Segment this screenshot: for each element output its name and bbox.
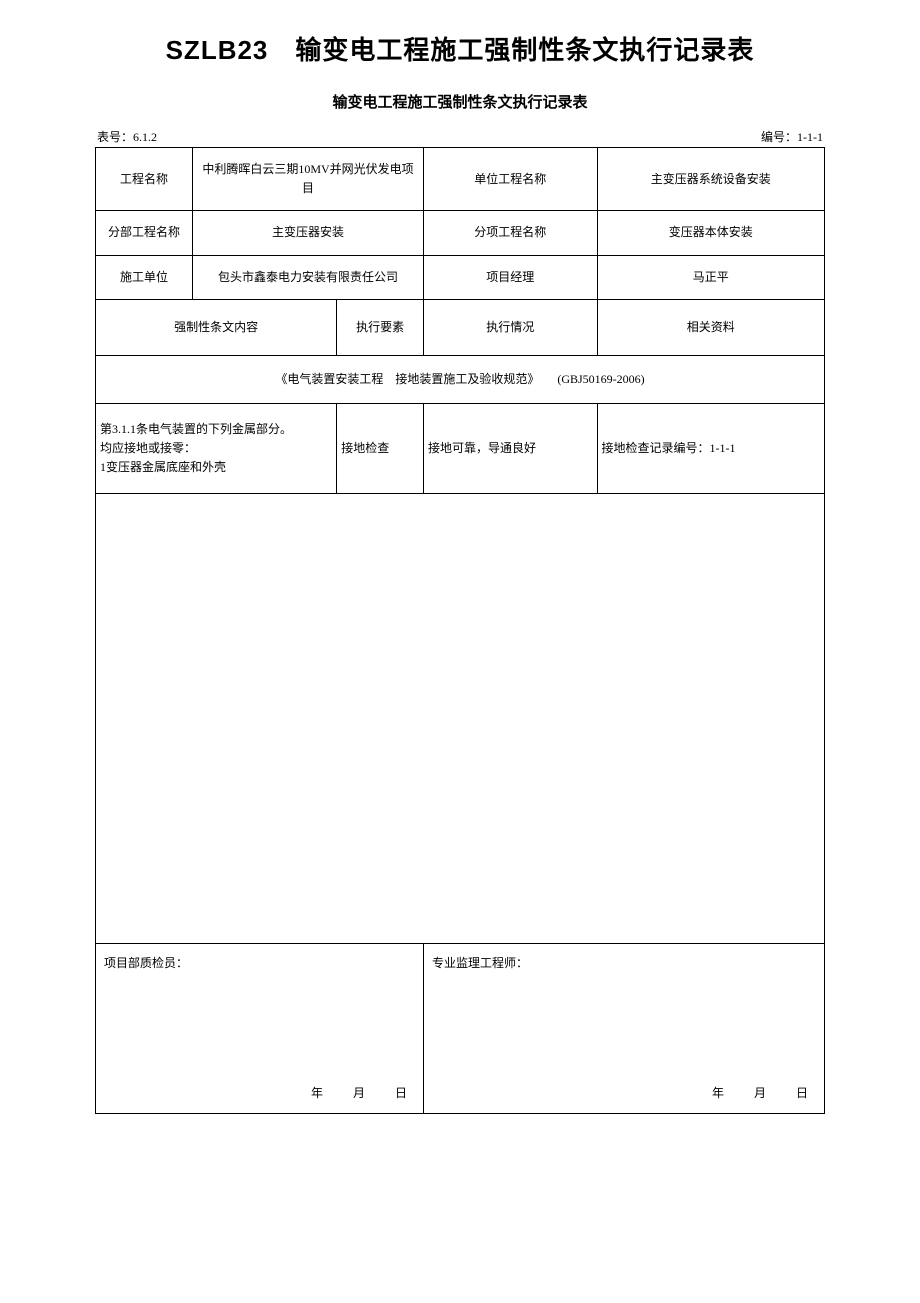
table-no: 表号：6.1.2 bbox=[97, 128, 157, 145]
main-title: SZLB23 输变电工程施工强制性条文执行记录表 bbox=[95, 30, 825, 67]
header-material: 相关资料 bbox=[597, 299, 824, 355]
section-project-value: 主变压器安装 bbox=[192, 211, 423, 255]
unit-project-label: 单位工程名称 bbox=[424, 148, 598, 211]
detail-material: 接地检查记录编号：1-1-1 bbox=[597, 404, 824, 494]
engineer-date: 年 月 日 bbox=[712, 1084, 810, 1103]
info-row-3: 施工单位 包头市鑫泰电力安装有限责任公司 项目经理 马正平 bbox=[96, 255, 825, 299]
spec-row: 《电气装置安装工程 接地装置施工及验收规范》 (GBJ50169-2006) bbox=[96, 355, 825, 403]
info-row-1: 工程名称 中利腾晖白云三期10MV并网光伏发电项目 单位工程名称 主变压器系统设… bbox=[96, 148, 825, 211]
sub-title: 输变电工程施工强制性条文执行记录表 bbox=[95, 91, 825, 112]
engineer-label: 专业监理工程师： bbox=[432, 956, 528, 970]
detail-content: 第3.1.1条电气装置的下列金属部分。 均应接地或接零： 1变压器金属底座和外壳 bbox=[96, 404, 337, 494]
inspector-label: 项目部质检员： bbox=[104, 956, 188, 970]
project-manager-label: 项目经理 bbox=[424, 255, 598, 299]
engineer-cell: 专业监理工程师： 年 月 日 bbox=[424, 944, 825, 1114]
header-status: 执行情况 bbox=[424, 299, 598, 355]
inspector-date: 年 月 日 bbox=[311, 1084, 409, 1103]
serial-value: 1-1-1 bbox=[797, 130, 823, 144]
header-row: 强制性条文内容 执行要素 执行情况 相关资料 bbox=[96, 299, 825, 355]
blank-row bbox=[96, 494, 825, 944]
item-project-label: 分项工程名称 bbox=[424, 211, 598, 255]
table-no-value: 6.1.2 bbox=[133, 130, 157, 144]
detail-status: 接地可靠，导通良好 bbox=[424, 404, 598, 494]
meta-row: 表号：6.1.2 编号：1-1-1 bbox=[95, 128, 825, 145]
unit-project-value: 主变压器系统设备安装 bbox=[597, 148, 824, 211]
spec-text: 《电气装置安装工程 接地装置施工及验收规范》 (GBJ50169-2006) bbox=[96, 355, 825, 403]
section-project-label: 分部工程名称 bbox=[96, 211, 193, 255]
detail-element: 接地检查 bbox=[337, 404, 424, 494]
serial-label: 编号： bbox=[761, 130, 797, 144]
project-name-label: 工程名称 bbox=[96, 148, 193, 211]
serial-no: 编号：1-1-1 bbox=[761, 128, 823, 145]
detail-row: 第3.1.1条电气装置的下列金属部分。 均应接地或接零： 1变压器金属底座和外壳… bbox=[96, 404, 825, 494]
construction-unit-label: 施工单位 bbox=[96, 255, 193, 299]
table-no-label: 表号： bbox=[97, 130, 133, 144]
item-project-value: 变压器本体安装 bbox=[597, 211, 824, 255]
signature-row: 项目部质检员： 年 月 日 专业监理工程师： 年 月 日 bbox=[96, 944, 825, 1114]
blank-cell bbox=[96, 494, 825, 944]
inspector-cell: 项目部质检员： 年 月 日 bbox=[96, 944, 424, 1114]
project-manager-value: 马正平 bbox=[597, 255, 824, 299]
info-row-2: 分部工程名称 主变压器安装 分项工程名称 变压器本体安装 bbox=[96, 211, 825, 255]
header-content: 强制性条文内容 bbox=[96, 299, 337, 355]
header-element: 执行要素 bbox=[337, 299, 424, 355]
record-table: 工程名称 中利腾晖白云三期10MV并网光伏发电项目 单位工程名称 主变压器系统设… bbox=[95, 147, 825, 1114]
project-name-value: 中利腾晖白云三期10MV并网光伏发电项目 bbox=[192, 148, 423, 211]
construction-unit-value: 包头市鑫泰电力安装有限责任公司 bbox=[192, 255, 423, 299]
